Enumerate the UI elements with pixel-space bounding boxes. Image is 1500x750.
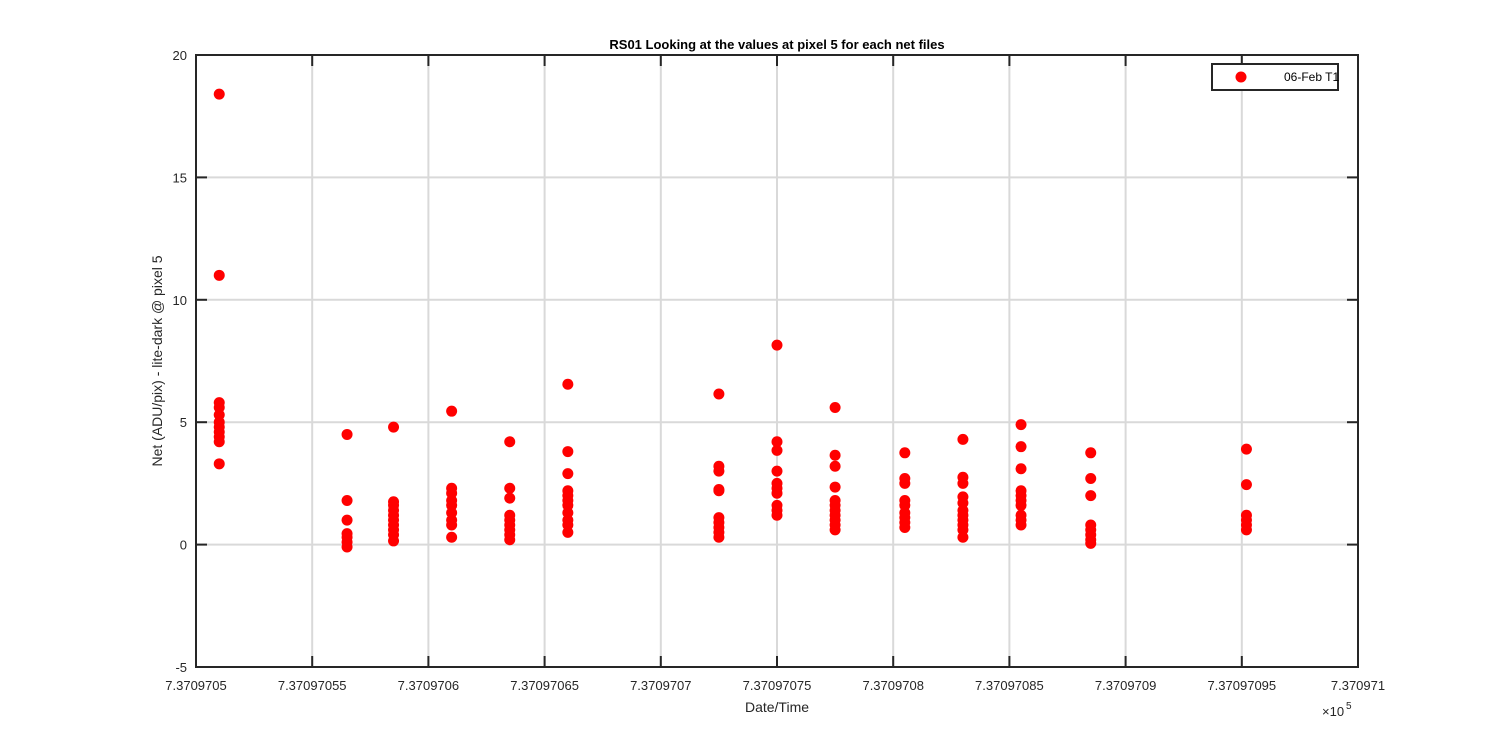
x-tick-label: 7.370971: [1331, 678, 1385, 693]
data-point: [1240, 524, 1252, 536]
data-point: [1015, 419, 1027, 431]
x-axis-label: Date/Time: [745, 699, 809, 715]
data-point: [829, 460, 841, 472]
data-point: [1015, 463, 1027, 475]
data-point: [446, 519, 458, 531]
x-tick-label: 7.3709705: [165, 678, 226, 693]
data-point: [899, 521, 911, 533]
ticks: [195, 54, 1359, 668]
data-point: [829, 524, 841, 536]
data-point: [771, 436, 783, 448]
data-point: [446, 531, 458, 543]
legend-marker: [1235, 71, 1247, 83]
data-point: [1015, 499, 1027, 511]
data-point: [771, 487, 783, 499]
data-point: [213, 269, 225, 281]
data-point: [829, 402, 841, 414]
y-tick-label: -5: [175, 660, 187, 675]
x-exponent: ×10 5: [1322, 701, 1352, 719]
data-point: [1240, 443, 1252, 455]
data-point: [713, 531, 725, 543]
x-tick-label: 7.37097095: [1207, 678, 1276, 693]
data-point: [504, 534, 516, 546]
data-point: [504, 436, 516, 448]
x-tick-label: 7.37097065: [510, 678, 579, 693]
y-tick-label: 20: [173, 48, 187, 63]
data-point: [1085, 473, 1097, 485]
data-point: [504, 482, 516, 494]
x-tick-label: 7.3709707: [630, 678, 691, 693]
x-exponent-base: ×10: [1322, 704, 1344, 719]
x-tick-label: 7.37097075: [743, 678, 812, 693]
legend-label: 06-Feb T1: [1284, 70, 1339, 84]
data-point: [1085, 490, 1097, 502]
data-point: [562, 526, 574, 538]
x-tick-label: 7.37097085: [975, 678, 1044, 693]
data-point: [341, 495, 353, 507]
data-point: [829, 449, 841, 461]
x-tick-label: 7.37097055: [278, 678, 347, 693]
data-point: [341, 428, 353, 440]
y-tick-label: 15: [173, 170, 187, 185]
data-point: [1085, 447, 1097, 459]
data-point: [388, 535, 400, 547]
legend-box: [1211, 63, 1339, 91]
data-point: [213, 436, 225, 448]
data-point: [1240, 479, 1252, 491]
data-point: [1015, 441, 1027, 453]
data-point: [341, 541, 353, 553]
y-axis-label: Net (ADU/pix) - lite-dark @ pixel 5: [149, 255, 165, 466]
y-tick-label: 10: [173, 293, 187, 308]
data-point: [713, 485, 725, 497]
y-tick-label: 0: [180, 538, 187, 553]
x-tick-label: 7.3709706: [398, 678, 459, 693]
data-point: [1015, 519, 1027, 531]
data-point: [213, 458, 225, 470]
y-tick-label: 5: [180, 415, 187, 430]
data-point: [713, 465, 725, 477]
data-point: [957, 477, 969, 489]
data-point: [341, 514, 353, 526]
data-point: [957, 433, 969, 445]
data-point: [388, 421, 400, 433]
data-point: [957, 531, 969, 543]
legend: 06-Feb T1: [1211, 63, 1339, 91]
data-point: [213, 88, 225, 100]
data-point: [562, 378, 574, 390]
data-point: [899, 447, 911, 459]
data-point: [829, 481, 841, 493]
data-point: [771, 465, 783, 477]
data-point: [713, 388, 725, 400]
data-point: [562, 468, 574, 480]
data-points: [213, 88, 1252, 553]
data-point: [899, 477, 911, 489]
data-point: [771, 444, 783, 456]
data-point: [446, 405, 458, 417]
tick-labels: 7.3709705 7.37097055 7.3709706 7.37097065 7.…: [165, 48, 1385, 693]
chart-title: RS01 Looking at the values at pixel 5 fo…: [609, 37, 944, 52]
data-point: [1085, 537, 1097, 549]
data-point: [771, 509, 783, 521]
data-point: [771, 339, 783, 351]
x-exponent-power: 5: [1346, 701, 1352, 712]
data-point: [504, 492, 516, 504]
data-point: [562, 446, 574, 458]
x-tick-label: 7.3709709: [1095, 678, 1156, 693]
x-tick-label: 7.3709708: [862, 678, 923, 693]
